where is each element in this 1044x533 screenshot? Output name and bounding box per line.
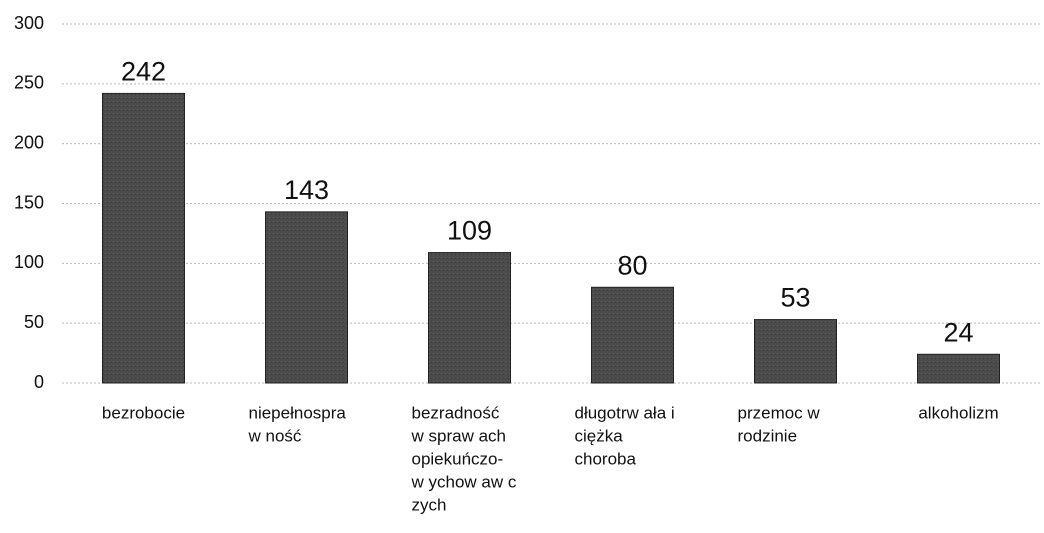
value-label: 109: [447, 216, 492, 246]
x-tick-label: zych: [412, 495, 447, 514]
x-tick-label: bezrobocie: [102, 403, 185, 422]
x-tick-label: choroba: [575, 449, 637, 468]
value-label: 143: [284, 175, 329, 205]
y-tick-label: 300: [14, 13, 44, 33]
bar-texture: [754, 319, 837, 383]
y-tick-label: 100: [14, 252, 44, 272]
value-label: 80: [617, 250, 647, 280]
bar-texture: [591, 287, 674, 383]
x-tick-label: niepełnospra: [249, 403, 347, 422]
value-label: 53: [780, 283, 810, 313]
bar-texture: [917, 354, 1000, 383]
value-label: 24: [943, 317, 973, 347]
y-tick-label: 50: [24, 312, 44, 332]
x-tick-label: opiekuńczo-: [412, 449, 504, 468]
y-tick-label: 250: [14, 73, 44, 93]
y-tick-label: 200: [14, 132, 44, 152]
bar-texture: [428, 252, 511, 383]
x-tick-label: długotrw ała i: [575, 403, 675, 422]
x-tick-label: przemoc w: [738, 403, 821, 422]
bar-texture: [102, 93, 185, 383]
x-tick-label: alkoholizm: [918, 403, 998, 422]
value-label: 242: [121, 57, 166, 87]
x-tick-label: ciężka: [575, 426, 624, 445]
x-tick-label: w spraw ach: [411, 426, 506, 445]
x-tick-label: bezradność: [412, 403, 500, 422]
x-tick-label: w ność: [248, 426, 302, 445]
x-tick-label: w ychow aw c: [411, 472, 517, 491]
x-tick-label: rodzinie: [738, 426, 798, 445]
y-tick-label: 0: [34, 372, 44, 392]
y-tick-label: 150: [14, 192, 44, 212]
bar-texture: [265, 211, 348, 383]
